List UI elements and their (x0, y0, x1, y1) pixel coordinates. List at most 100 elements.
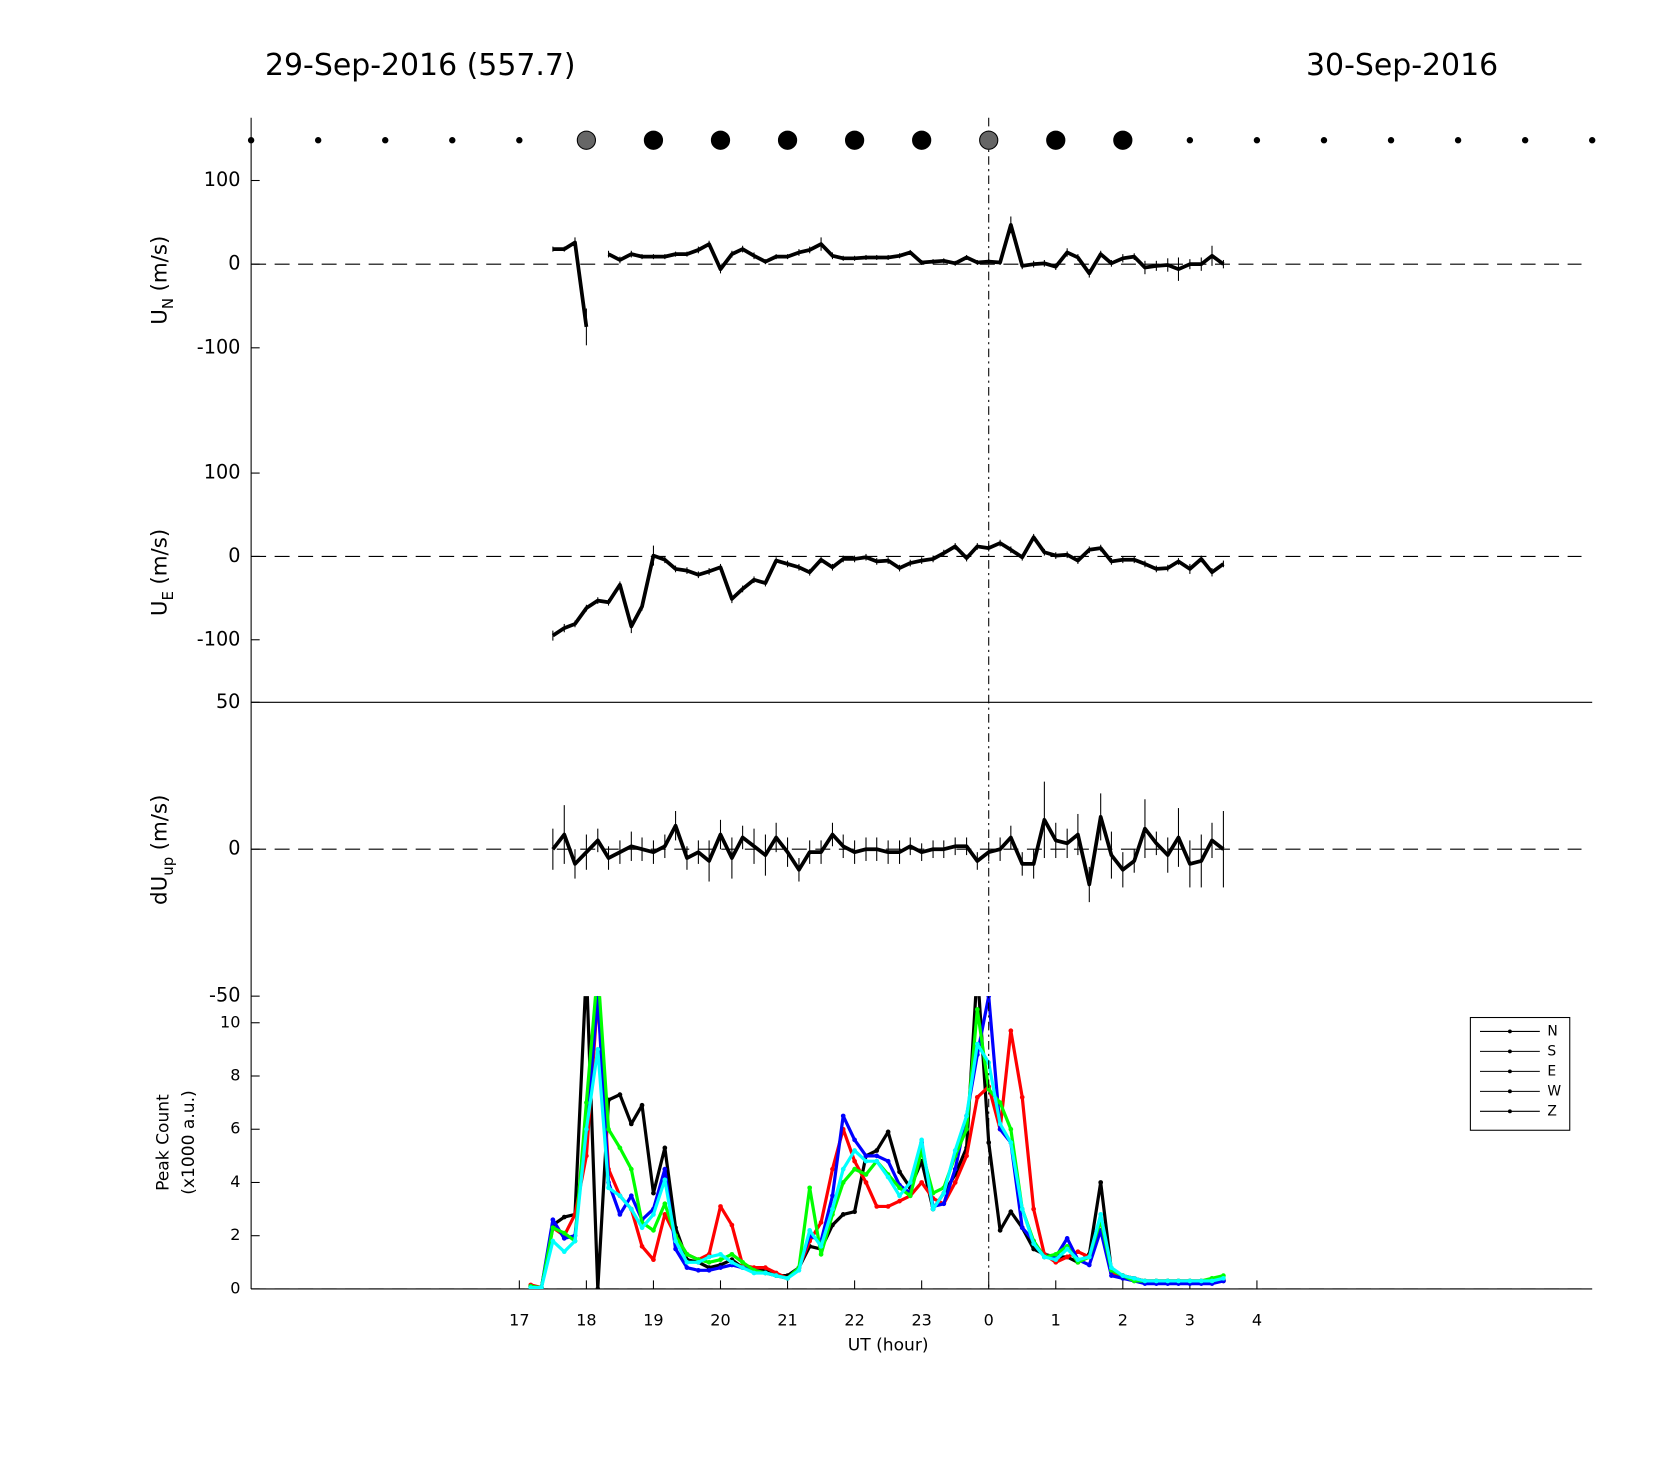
point (1075, 1257, 1081, 1263)
point (964, 1126, 969, 1132)
point (628, 1166, 634, 1172)
point (885, 1204, 891, 1209)
x-tick-label: 1 (1051, 1310, 1061, 1329)
series-line (551, 815, 1225, 887)
series-line (530, 996, 1224, 1289)
point (773, 1273, 779, 1278)
point (852, 1158, 857, 1164)
point (561, 1249, 567, 1255)
indicator-dot (1454, 137, 1462, 144)
point (1019, 1225, 1025, 1231)
point (818, 1244, 824, 1249)
series-line (530, 996, 1224, 1289)
point (1221, 1275, 1226, 1281)
point (997, 1100, 1003, 1105)
point (684, 1251, 690, 1257)
x-tick-label: 23 (911, 1310, 931, 1329)
point (785, 1275, 790, 1281)
y-tick-label: 50 (216, 690, 240, 713)
indicator-dot (1387, 137, 1395, 144)
point (1008, 1126, 1014, 1132)
point (584, 967, 589, 972)
x-tick-label: 18 (576, 1310, 596, 1329)
point (863, 1158, 869, 1164)
indicator-dot (979, 130, 999, 150)
point (997, 1228, 1003, 1233)
point (662, 1166, 668, 1172)
indicator-dot (516, 137, 523, 144)
indicator-dot (1046, 130, 1066, 150)
point (1198, 1278, 1204, 1284)
point (706, 1267, 712, 1273)
point (1042, 1254, 1047, 1260)
indicator-dot (1253, 137, 1261, 144)
y-tick-label: 100 (204, 461, 241, 484)
legend-label: E (1547, 1063, 1556, 1079)
point (885, 1129, 891, 1135)
point (863, 1172, 869, 1177)
y-label-main: dU (147, 876, 172, 905)
point (550, 1238, 556, 1244)
y-axis-label: UN (m/s) (147, 236, 176, 325)
point (763, 1270, 768, 1276)
point (706, 1254, 712, 1260)
series-line (530, 996, 1224, 1289)
point (673, 1246, 678, 1252)
point (1031, 1246, 1036, 1252)
y-label-unit: (m/s) (147, 529, 172, 585)
point (684, 1259, 690, 1265)
point (874, 1153, 880, 1159)
y-label-main: U (147, 600, 172, 616)
point (696, 1259, 701, 1265)
point (740, 1259, 745, 1265)
y-axis-label: UE (m/s) (147, 529, 176, 616)
x-tick-label: 4 (1252, 1310, 1262, 1329)
indicator-dot (1588, 137, 1596, 144)
indicator-dot (247, 137, 255, 144)
point (874, 1158, 880, 1164)
indicator-dot (1113, 130, 1133, 150)
point (696, 1267, 701, 1273)
point (964, 1113, 969, 1119)
y-tick-label: 8 (230, 1066, 240, 1085)
plot-area (552, 216, 1225, 346)
point (662, 1177, 668, 1183)
point (1109, 1265, 1114, 1270)
point (840, 1166, 846, 1172)
point (628, 1193, 634, 1199)
point (1209, 1278, 1215, 1284)
x-tick-label: 22 (844, 1310, 864, 1329)
point (1176, 1278, 1181, 1284)
x-tick-label: 21 (777, 1310, 797, 1329)
indicator-dot (844, 130, 865, 150)
legend-marker (1507, 1069, 1512, 1074)
point (1008, 1140, 1014, 1145)
point (1187, 1278, 1193, 1284)
point (852, 1137, 857, 1143)
legend-marker (1507, 1109, 1512, 1114)
point (550, 1217, 556, 1223)
indicator-dot (314, 137, 322, 144)
point (986, 1086, 992, 1092)
indicator-dot (1186, 137, 1194, 144)
y-label-unit: (m/s) (147, 236, 172, 292)
point (595, 1286, 601, 1289)
legend-marker (1507, 1049, 1512, 1054)
y-tick-label: 0 (228, 837, 240, 860)
y-tick-label: 0 (228, 252, 240, 275)
legend-label: W (1547, 1083, 1561, 1099)
point (729, 1259, 735, 1265)
point (818, 1220, 824, 1225)
point (628, 1206, 634, 1212)
y-tick-label: -100 (197, 627, 241, 650)
panel: -50 0 50 dUup (m/s) (147, 690, 1593, 1007)
point (651, 1228, 656, 1233)
point (595, 967, 600, 972)
point (897, 1193, 902, 1199)
point (1064, 1236, 1070, 1241)
plot-area (551, 533, 1225, 641)
point (1019, 1206, 1025, 1212)
point (628, 1121, 634, 1127)
point (964, 1153, 969, 1159)
point (1053, 1257, 1059, 1263)
